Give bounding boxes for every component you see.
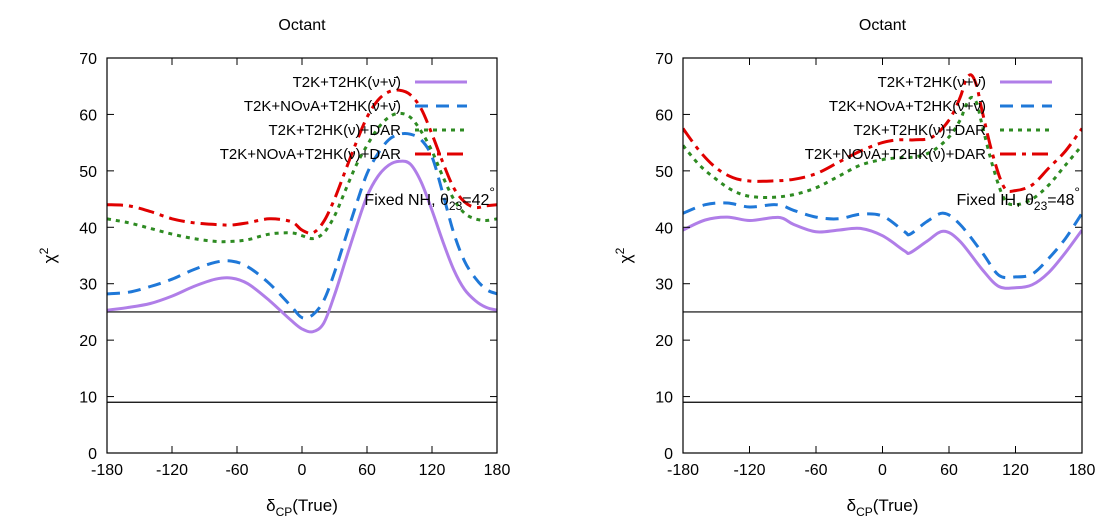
legend-label-2: T2K+NOνA+T2HK(ν+ν̄) bbox=[244, 98, 401, 115]
y-tick-label: 0 bbox=[664, 446, 673, 463]
annotation-sub: 23 bbox=[1034, 199, 1048, 213]
y-tick-label: 30 bbox=[655, 277, 673, 294]
series-line-1 bbox=[683, 215, 1082, 290]
series-line-3 bbox=[107, 111, 497, 244]
annotation-part: Fixed IH, θ bbox=[957, 192, 1034, 209]
y-tick-label: 10 bbox=[79, 390, 97, 407]
chart-title: Octant bbox=[859, 17, 907, 34]
series-line-3 bbox=[683, 95, 1082, 207]
y-axis-label-sup: 2 bbox=[37, 247, 51, 254]
annotation-part: =48 bbox=[1047, 192, 1074, 209]
y-tick-label: 30 bbox=[79, 277, 97, 294]
x-tick-label: 120 bbox=[419, 462, 446, 479]
y-axis-label: χ2 bbox=[613, 247, 635, 263]
y-tick-label: 70 bbox=[79, 51, 97, 68]
annotation-sup: ° bbox=[489, 184, 495, 200]
x-tick-label: -180 bbox=[667, 462, 699, 479]
y-axis-label-part: χ bbox=[616, 254, 635, 263]
x-tick-label: 0 bbox=[878, 462, 887, 479]
y-axis-label-part: χ bbox=[40, 254, 59, 263]
x-tick-label: 180 bbox=[1069, 462, 1096, 479]
x-tick-label: 120 bbox=[1002, 462, 1029, 479]
x-tick-label: -120 bbox=[733, 462, 765, 479]
y-tick-label: 50 bbox=[655, 164, 673, 181]
y-tick-label: 10 bbox=[655, 390, 673, 407]
series-group bbox=[107, 88, 497, 334]
x-axis-label: δCP(True) bbox=[266, 496, 338, 519]
x-tick-label: -180 bbox=[91, 462, 123, 479]
x-tick-label: -120 bbox=[156, 462, 188, 479]
y-tick-label: 0 bbox=[88, 446, 97, 463]
chart-title: Octant bbox=[278, 17, 326, 34]
legend-label-2: T2K+NOνA+T2HK(ν+ν̄) bbox=[829, 98, 986, 115]
x-axis-label-part: δ bbox=[266, 496, 275, 515]
x-tick-label: 0 bbox=[298, 462, 307, 479]
x-axis-label-part: δ bbox=[847, 496, 856, 515]
plot-frame bbox=[106, 57, 498, 454]
y-tick-label: 60 bbox=[655, 107, 673, 124]
legend-label-3: T2K+T2HK(ν)+DAR bbox=[853, 122, 986, 139]
x-tick-label: -60 bbox=[804, 462, 827, 479]
chart-panel-1: 0 10 20 30 40 50 60 70 -180 -120 -60 0 60 120 180 Octan… bbox=[37, 17, 510, 519]
series-line-2 bbox=[107, 131, 497, 320]
legend-label-3: T2K+T2HK(ν)+DAR bbox=[268, 122, 401, 139]
annotation: Fixed IH, θ23=48° bbox=[957, 184, 1080, 213]
legend-label-4: T2K+NOνA+T2HK(ν)+DAR bbox=[220, 146, 401, 163]
series-line-2 bbox=[683, 201, 1082, 280]
legend-label-4: T2K+NOνA+T2HK(ν)+DAR bbox=[805, 146, 986, 163]
series-line-4 bbox=[683, 73, 1082, 193]
legend-label-1: T2K+T2HK(ν+ν̄) bbox=[293, 74, 401, 91]
annotation-sup: ° bbox=[1074, 184, 1080, 200]
y-tick-label: 20 bbox=[655, 333, 673, 350]
annotation-part: Fixed NH, θ bbox=[364, 192, 449, 209]
x-axis-label-sub: CP bbox=[856, 505, 873, 519]
series-group bbox=[683, 73, 1082, 290]
series-line-4 bbox=[107, 88, 497, 235]
y-axis-label-sup: 2 bbox=[613, 247, 627, 254]
x-tick-label: 60 bbox=[358, 462, 376, 479]
x-axis-label-part: (True) bbox=[873, 496, 919, 515]
x-tick-label: -60 bbox=[225, 462, 248, 479]
y-tick-label: 20 bbox=[79, 333, 97, 350]
y-tick-label: 40 bbox=[79, 220, 97, 237]
y-tick-label: 50 bbox=[79, 164, 97, 181]
series-line-1 bbox=[107, 159, 497, 334]
chart-panel-2: 0 10 20 30 40 50 60 70 -180 -120 -60 0 60 120 180 Octan… bbox=[613, 17, 1095, 519]
x-axis-label-part: (True) bbox=[292, 496, 338, 515]
y-tick-label: 70 bbox=[655, 51, 673, 68]
x-tick-label: 180 bbox=[484, 462, 511, 479]
y-tick-label: 60 bbox=[79, 107, 97, 124]
y-axis-label: χ2 bbox=[37, 247, 59, 263]
annotation: Fixed NH, θ23=42° bbox=[364, 184, 495, 213]
y-tick-label: 40 bbox=[655, 220, 673, 237]
x-axis-label-sub: CP bbox=[276, 505, 293, 519]
legend-label-1: T2K+T2HK(ν+ν̄) bbox=[878, 74, 986, 91]
annotation-part: =42 bbox=[462, 192, 489, 209]
annotation-sub: 23 bbox=[449, 199, 463, 213]
plot-frame bbox=[682, 57, 1083, 454]
x-tick-label: 60 bbox=[940, 462, 958, 479]
x-axis-label: δCP(True) bbox=[847, 496, 919, 519]
